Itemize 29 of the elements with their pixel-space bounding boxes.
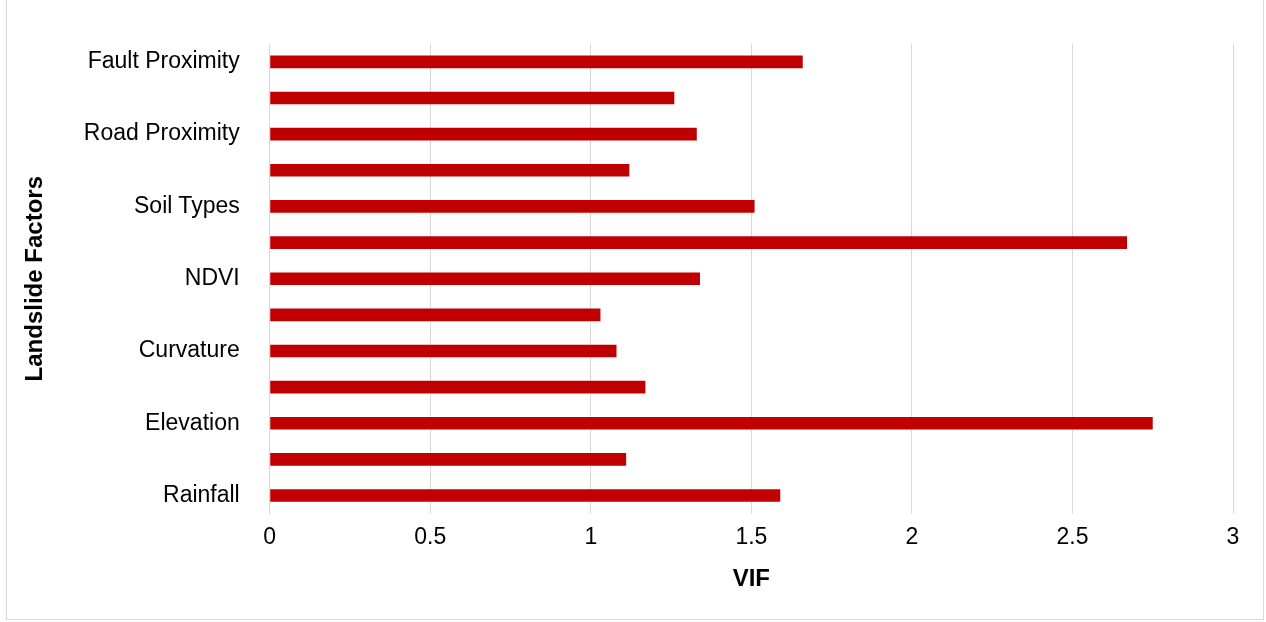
y-axis-title: Landslide Factors — [20, 176, 48, 382]
y-tick-label: NDVI — [184, 264, 240, 291]
bar — [270, 416, 1153, 430]
x-tick-label: 2.5 — [1056, 522, 1089, 549]
y-tick-label: Elevation — [145, 408, 240, 435]
x-tick-label: 2 — [905, 522, 919, 549]
y-tick-label: Road Proximity — [83, 119, 241, 146]
bar — [270, 163, 630, 177]
x-tick-label: 1.5 — [735, 522, 768, 549]
bar — [270, 55, 803, 69]
bar — [270, 127, 697, 141]
y-tick-label: Curvature — [138, 336, 240, 363]
bar — [270, 272, 700, 286]
bar — [270, 236, 1128, 249]
x-tick-label: 3 — [1226, 522, 1240, 549]
x-tick-label: 0 — [263, 522, 277, 549]
bar — [270, 308, 601, 322]
bar — [270, 453, 627, 466]
bar — [270, 380, 646, 394]
bar — [270, 344, 617, 358]
y-tick-label: Soil Types — [134, 191, 240, 218]
y-tick-label: Rainfall — [163, 480, 240, 507]
x-tick-label: 0.5 — [414, 522, 447, 549]
y-tick-label: Fault Proximity — [87, 47, 241, 74]
bar — [270, 489, 781, 502]
x-tick-label: 1 — [584, 522, 598, 549]
bar — [270, 200, 755, 213]
x-axis-title: VIF — [732, 564, 771, 592]
bar — [270, 91, 675, 105]
